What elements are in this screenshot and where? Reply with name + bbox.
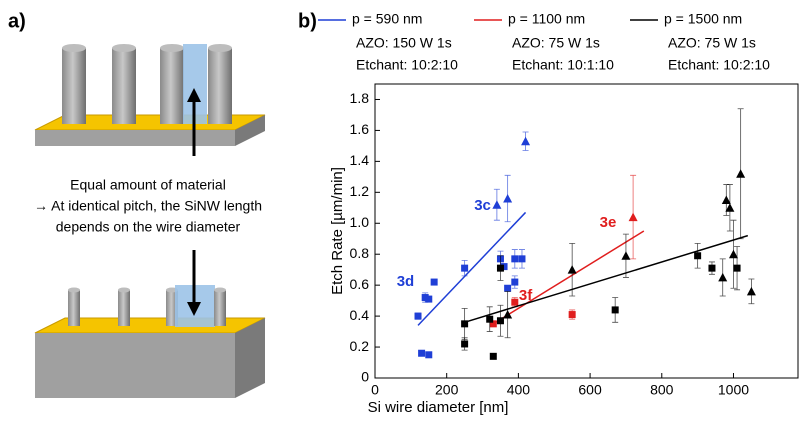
- triangle-marker: [721, 195, 731, 205]
- y-tick-label: 1.0: [350, 214, 370, 230]
- square-marker: [425, 351, 433, 359]
- panel-label: a): [8, 10, 26, 32]
- square-marker: [425, 295, 433, 303]
- y-tick-label: 1.2: [350, 183, 370, 199]
- y-tick-label: 1.6: [350, 121, 370, 137]
- fit-line: [417, 211, 527, 326]
- x-tick-label: 1000: [718, 382, 749, 398]
- triangle-marker: [746, 286, 756, 296]
- x-tick-label: 400: [507, 382, 531, 398]
- legend-label: p = 590 nm: [352, 11, 422, 27]
- fit-line: [492, 230, 645, 325]
- caption-line: depends on the wire diameter: [56, 219, 241, 235]
- bottom-schematic: [34, 250, 266, 398]
- legend-label: p = 1500 nm: [664, 11, 742, 27]
- x-tick-label: 800: [650, 382, 674, 398]
- y-tick-label: 0: [361, 369, 369, 385]
- x-tick-label: 200: [435, 382, 459, 398]
- legend-detail: AZO: 150 W 1s: [356, 35, 452, 51]
- square-marker: [511, 255, 519, 263]
- legend-detail: AZO: 75 W 1s: [668, 35, 756, 51]
- plot-frame: [374, 83, 799, 379]
- fit-line: [464, 234, 749, 324]
- square-marker: [500, 263, 508, 271]
- square-marker: [486, 315, 494, 323]
- annotation: 3e: [600, 214, 617, 231]
- square-marker: [504, 284, 512, 292]
- square-marker: [461, 320, 469, 328]
- square-marker: [511, 278, 519, 286]
- square-marker: [518, 255, 526, 263]
- triangle-marker: [492, 200, 502, 209]
- square-marker: [430, 278, 438, 286]
- caption-line: Equal amount of material: [70, 177, 226, 193]
- square-marker: [708, 264, 716, 272]
- legend-detail: Etchant: 10:2:10: [668, 57, 770, 73]
- triangle-marker: [718, 272, 728, 282]
- y-tick-label: 1.8: [350, 90, 370, 106]
- triangle-marker: [503, 194, 513, 203]
- triangle-marker: [521, 136, 531, 146]
- annotation: 3d: [397, 273, 415, 290]
- annotation: 3c: [474, 197, 491, 214]
- panel-label: b): [298, 10, 317, 32]
- square-marker: [461, 264, 469, 272]
- square-marker: [611, 306, 619, 314]
- y-tick-label: 0.8: [350, 245, 370, 261]
- square-marker: [489, 320, 497, 328]
- triangle-marker: [728, 249, 738, 259]
- square-marker: [496, 317, 504, 325]
- y-tick-label: 0.6: [350, 276, 370, 292]
- square-marker: [421, 294, 429, 302]
- y-tick-label: 1.4: [350, 152, 370, 168]
- legend-detail: Etchant: 10:2:10: [356, 57, 458, 73]
- triangle-marker: [736, 169, 746, 178]
- y-axis-label: Etch Rate [µm/min]: [329, 167, 346, 295]
- square-marker: [496, 264, 504, 272]
- x-tick-label: 0: [371, 382, 379, 398]
- square-marker: [414, 312, 422, 320]
- annotation: 3f: [519, 287, 533, 304]
- square-marker: [568, 311, 576, 319]
- x-tick-label: 600: [578, 382, 602, 398]
- square-marker: [733, 264, 741, 272]
- square-marker: [694, 252, 702, 260]
- triangle-marker: [567, 265, 577, 274]
- top-schematic: [34, 44, 266, 156]
- triangle-marker: [621, 251, 631, 260]
- y-tick-label: 0.2: [350, 338, 370, 354]
- square-marker: [418, 349, 426, 357]
- triangle-marker: [628, 212, 638, 222]
- legend-detail: Etchant: 10:1:10: [512, 57, 614, 73]
- square-marker: [461, 340, 469, 348]
- legend-label: p = 1100 nm: [508, 11, 585, 27]
- legend-detail: AZO: 75 W 1s: [512, 35, 600, 51]
- x-axis-label: Si wire diameter [nm]: [368, 399, 509, 416]
- triangle-marker: [725, 203, 735, 212]
- square-marker: [511, 298, 519, 306]
- triangle-marker: [503, 310, 513, 319]
- caption-line: → At identical pitch, the SiNW length: [34, 198, 262, 214]
- y-tick-label: 0.4: [350, 307, 370, 323]
- square-marker: [489, 352, 497, 360]
